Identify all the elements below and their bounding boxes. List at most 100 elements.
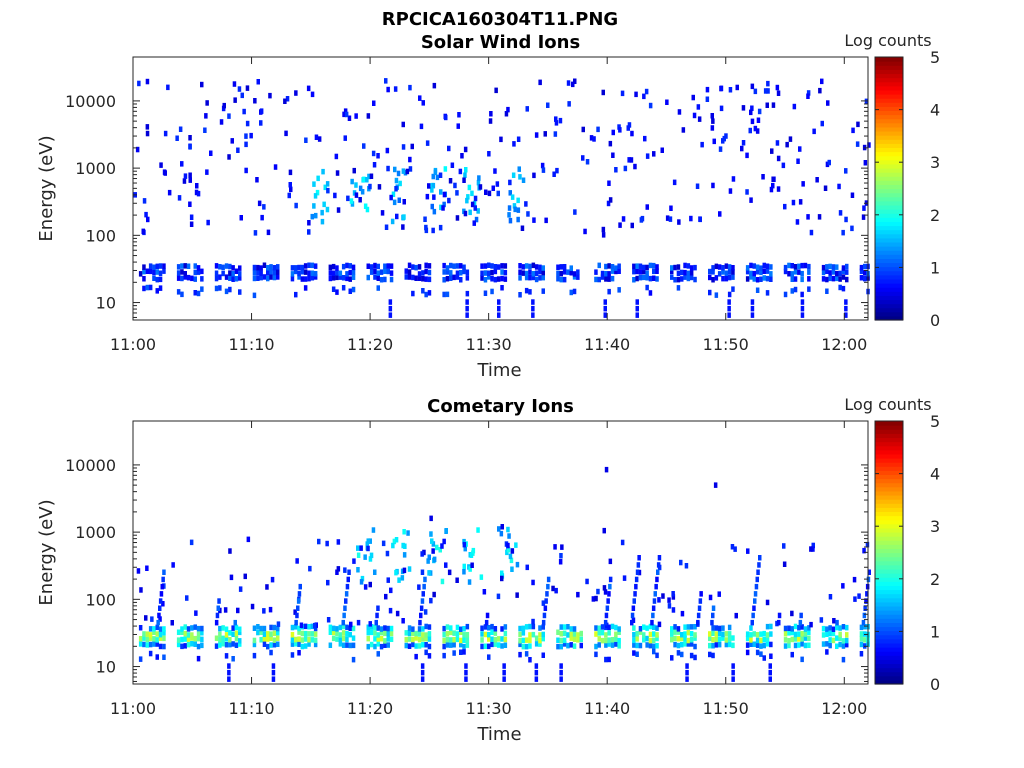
spectrogram-pixel bbox=[759, 631, 763, 637]
spectrogram-pixel bbox=[224, 632, 229, 638]
colorbar-tick-label: 0 bbox=[930, 311, 940, 330]
spectrogram-pixel bbox=[750, 105, 754, 111]
spectrogram-pixel bbox=[862, 205, 866, 211]
spectrogram-pixel bbox=[180, 629, 184, 635]
spectrogram-pixel bbox=[845, 276, 849, 283]
spectrogram-pixel bbox=[300, 264, 305, 271]
spectrogram-pixel bbox=[417, 626, 422, 632]
colorbar-segment bbox=[875, 237, 903, 243]
spectrogram-pixel bbox=[691, 94, 695, 101]
spectrogram-pixel bbox=[331, 263, 336, 270]
spectrogram-pixel bbox=[386, 86, 390, 93]
colorbar-segment bbox=[875, 519, 903, 525]
spectrogram-pixel bbox=[146, 216, 150, 223]
colorbar-tick-label: 3 bbox=[930, 517, 940, 536]
spectrogram-pixel bbox=[502, 676, 506, 682]
spectrogram-pixel bbox=[645, 204, 649, 210]
spectrogram-pixel bbox=[608, 197, 613, 203]
spectrogram-pixel bbox=[749, 262, 753, 269]
spectrogram-pixel bbox=[424, 262, 428, 269]
spectrogram-pixel bbox=[196, 190, 201, 197]
spectrogram-pixel bbox=[851, 127, 855, 134]
spectrogram-pixel bbox=[506, 106, 510, 113]
spectrogram-pixel bbox=[708, 289, 712, 296]
spectrogram-pixel bbox=[714, 636, 719, 643]
spectrogram-pixel bbox=[158, 263, 163, 269]
spectrogram-pixel bbox=[462, 626, 466, 632]
spectrogram-pixel bbox=[470, 562, 474, 568]
spectrogram-pixel bbox=[521, 637, 526, 644]
spectrogram-pixel bbox=[555, 167, 559, 174]
spectrogram-pixel bbox=[841, 583, 845, 589]
spectrogram-pixel bbox=[531, 262, 536, 269]
spectrogram-pixel bbox=[368, 538, 372, 544]
spectrogram-pixel bbox=[717, 591, 721, 597]
spectrogram-pixel bbox=[366, 113, 371, 119]
spectrogram-pixel bbox=[178, 126, 183, 132]
spectrogram-pixel bbox=[667, 597, 671, 603]
spectrogram-pixel bbox=[331, 625, 336, 632]
spectrogram-pixel bbox=[835, 624, 839, 631]
spectrogram-pixel bbox=[680, 276, 684, 282]
spectrogram-pixel bbox=[417, 584, 421, 590]
spectrogram-pixel bbox=[534, 676, 539, 682]
spectrogram-pixel bbox=[386, 268, 390, 275]
spectrogram-pixel bbox=[394, 537, 399, 543]
spectrogram-pixel bbox=[462, 541, 467, 548]
colorbar-segment bbox=[875, 626, 903, 632]
spectrogram-pixel bbox=[538, 625, 542, 631]
colorbar-segment bbox=[875, 180, 903, 185]
spectrogram-pixel bbox=[196, 635, 201, 642]
spectrogram-pixel bbox=[455, 190, 459, 196]
spectrogram-pixel bbox=[566, 269, 570, 275]
spectrogram-pixel bbox=[338, 624, 343, 631]
spectrogram-pixel bbox=[543, 131, 547, 137]
spectrogram-pixel bbox=[452, 274, 456, 281]
spectrogram-pixel bbox=[485, 612, 490, 619]
spectrogram-pixel bbox=[303, 643, 308, 649]
spectrogram-pixel bbox=[759, 651, 763, 657]
spectrogram-pixel bbox=[524, 287, 529, 294]
spectrogram-pixel bbox=[652, 624, 656, 630]
spectrogram-pixel bbox=[711, 269, 715, 275]
spectrogram-pixel bbox=[503, 276, 508, 282]
spectrogram-pixel bbox=[655, 643, 659, 649]
spectrogram-pixel bbox=[500, 575, 504, 582]
spectrogram-pixel bbox=[209, 150, 213, 156]
spectrogram-pixel bbox=[648, 642, 653, 649]
spectrogram-pixel bbox=[194, 610, 198, 616]
spectrogram-pixel bbox=[528, 269, 532, 275]
spectrogram-pixel bbox=[266, 270, 270, 276]
spectrogram-pixel bbox=[755, 287, 760, 293]
spectrogram-pixel bbox=[315, 189, 320, 196]
spectrogram-pixel bbox=[493, 626, 498, 632]
spectrogram-pixel bbox=[845, 269, 849, 275]
colorbar-segment bbox=[875, 258, 903, 264]
spectrogram-pixel bbox=[216, 605, 220, 611]
spectrogram-pixel bbox=[338, 270, 343, 277]
spectrogram-pixel bbox=[343, 605, 347, 611]
spectrogram-pixel bbox=[369, 629, 374, 636]
spectrogram-pixel bbox=[294, 90, 298, 96]
spectrogram-pixel bbox=[585, 159, 590, 165]
spectrogram-pixel bbox=[673, 277, 677, 283]
spectrogram-pixel bbox=[832, 618, 836, 624]
spectrogram-pixel bbox=[562, 637, 567, 644]
spectrogram-pixel bbox=[455, 624, 460, 631]
spectrogram-pixel bbox=[200, 81, 204, 88]
spectrogram-pixel bbox=[751, 612, 755, 619]
spectrogram-pixel bbox=[541, 288, 545, 294]
spectrogram-pixel bbox=[450, 162, 455, 168]
spectrogram-pixel bbox=[175, 135, 179, 141]
spectrogram-pixel bbox=[655, 268, 659, 274]
spectrogram-pixel bbox=[276, 621, 281, 627]
spectrogram-pixel bbox=[632, 625, 636, 631]
spectrogram-pixel bbox=[335, 636, 339, 642]
spectrogram-pixel bbox=[431, 173, 435, 180]
spectrogram-pixel bbox=[800, 262, 804, 269]
spectrogram-pixel bbox=[379, 636, 384, 642]
spectrogram-pixel bbox=[351, 264, 356, 271]
spectrogram-pixel bbox=[638, 269, 643, 275]
spectrogram-pixel bbox=[328, 270, 333, 276]
spectrogram-pixel bbox=[787, 642, 791, 649]
